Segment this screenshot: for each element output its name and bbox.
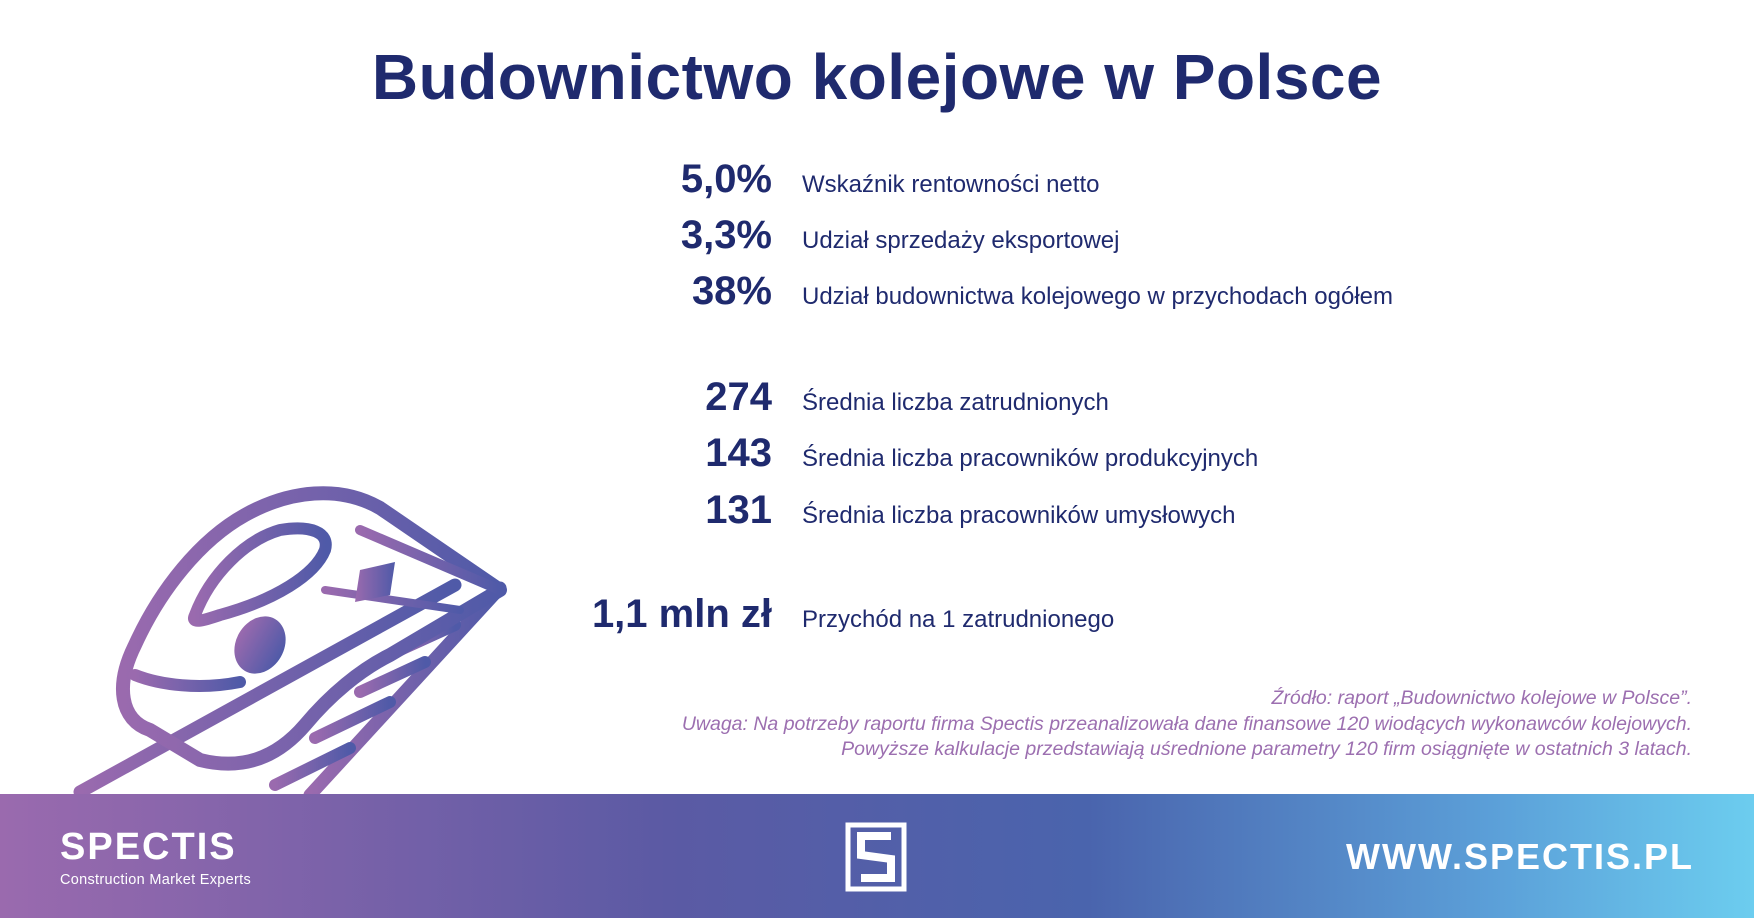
stat-value: 1,1 mln zł xyxy=(591,592,772,636)
stat-value: 3,3% xyxy=(680,213,772,257)
stat-label: Średnia liczba pracowników produkcyjnych xyxy=(802,445,1259,472)
stat-value: 131 xyxy=(705,488,772,532)
source-note: Źródło: raport „Budownictwo kolejowe w P… xyxy=(1271,687,1692,709)
spectis-s-logo-icon xyxy=(845,822,907,892)
stat-value: 38% xyxy=(691,269,772,313)
stat-value: 5,0% xyxy=(680,157,772,201)
methodology-note: Uwaga: Na potrzeby raportu firma Spectis… xyxy=(681,712,1692,735)
stat-value: 143 xyxy=(705,431,772,475)
source-notes: Źródło: raport „Budownictwo kolejowe w P… xyxy=(682,686,1692,763)
stat-row: 38% Udział budownictwa kolejowego w przy… xyxy=(0,269,1754,325)
footer-bar: SPECTIS Construction Market Experts WWW.… xyxy=(0,794,1754,918)
stat-row: 131 Średnia liczba pracowników umysłowyc… xyxy=(0,488,1754,544)
stat-row: 274 Średnia liczba zatrudnionych xyxy=(0,375,1754,431)
stat-row: 143 Średnia liczba pracowników produkcyj… xyxy=(0,431,1754,487)
stats-list: 5,0% Wskaźnik rentowności netto 3,3% Udz… xyxy=(0,157,1754,648)
stat-label: Średnia liczba zatrudnionych xyxy=(802,389,1109,416)
page-title: Budownictwo kolejowe w Polsce xyxy=(371,41,1383,113)
stat-row: 3,3% Udział sprzedaży eksportowej xyxy=(0,213,1754,269)
website-link[interactable]: WWW.SPECTIS.PL xyxy=(1346,836,1694,877)
stat-label: Wskaźnik rentowności netto xyxy=(802,171,1100,198)
brand-name: SPECTIS xyxy=(60,826,237,868)
brand-logo: SPECTIS Construction Market Experts xyxy=(60,828,251,888)
stat-row: 5,0% Wskaźnik rentowności netto xyxy=(0,157,1754,213)
brand-tagline: Construction Market Experts xyxy=(60,872,252,888)
stat-label: Udział budownictwa kolejowego w przychod… xyxy=(802,283,1393,310)
stat-label: Przychód na 1 zatrudnionego xyxy=(802,606,1115,633)
calculation-note: Powyższe kalkulacje przedstawiają uśredn… xyxy=(841,738,1692,760)
stat-value: 274 xyxy=(705,375,772,419)
stat-row: 1,1 mln zł Przychód na 1 zatrudnionego xyxy=(0,592,1754,648)
stat-label: Udział sprzedaży eksportowej xyxy=(802,227,1120,254)
train-icon xyxy=(73,486,507,795)
stat-label: Średnia liczba pracowników umysłowych xyxy=(802,502,1236,529)
